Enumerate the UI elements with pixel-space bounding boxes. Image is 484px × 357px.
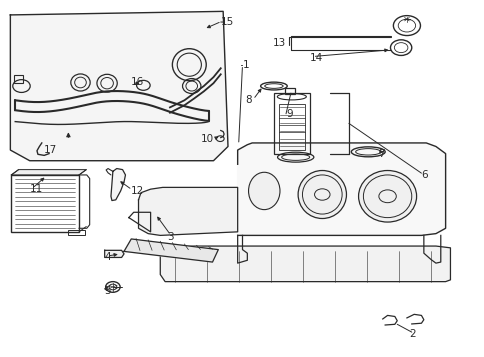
Polygon shape: [124, 239, 218, 262]
Bar: [285, 88, 294, 94]
Bar: [14, 75, 23, 83]
Text: 1: 1: [242, 60, 249, 70]
Bar: [273, 93, 310, 154]
Text: 5: 5: [105, 286, 111, 296]
Text: 2: 2: [408, 329, 415, 339]
Bar: [278, 104, 305, 150]
Text: 13: 13: [272, 38, 286, 48]
Text: 16: 16: [131, 77, 144, 87]
Text: 9: 9: [286, 110, 292, 120]
Ellipse shape: [358, 171, 416, 222]
Polygon shape: [11, 170, 86, 175]
Ellipse shape: [248, 172, 279, 210]
Text: 3: 3: [167, 232, 174, 242]
Polygon shape: [105, 250, 124, 257]
Ellipse shape: [298, 171, 346, 218]
Text: 10: 10: [200, 134, 213, 144]
Polygon shape: [237, 143, 445, 235]
Text: 12: 12: [131, 186, 144, 196]
Text: 7: 7: [377, 149, 384, 159]
Text: 14: 14: [310, 52, 323, 62]
Text: 6: 6: [421, 170, 427, 180]
Polygon shape: [10, 11, 227, 161]
Polygon shape: [160, 246, 450, 282]
Bar: [11, 175, 79, 232]
Polygon shape: [111, 169, 125, 201]
Text: 4: 4: [105, 252, 111, 262]
Bar: [68, 230, 85, 235]
Polygon shape: [138, 187, 237, 235]
Text: 8: 8: [245, 95, 252, 105]
Text: 11: 11: [30, 184, 43, 194]
Text: 17: 17: [44, 145, 57, 155]
Text: 15: 15: [220, 17, 233, 27]
